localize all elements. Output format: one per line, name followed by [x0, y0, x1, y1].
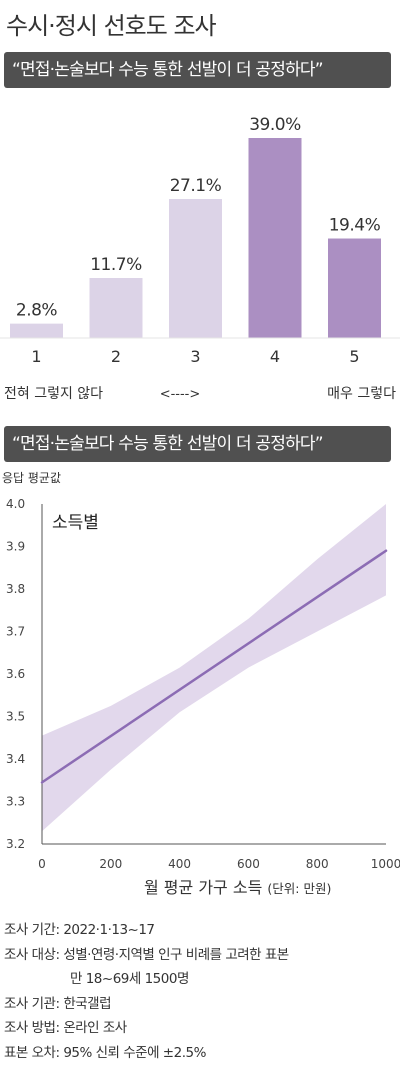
bar-value-label: 19.4% — [329, 216, 381, 236]
bar-3 — [169, 199, 222, 338]
bar-value-label: 39.0% — [249, 115, 301, 135]
y-tick-label: 3.5 — [6, 710, 25, 724]
footer-value: 성별·연령·지역별 인구 비례를 고려한 표본 — [63, 947, 288, 963]
footer-key: 표본 오차: — [4, 1041, 60, 1065]
bar-value-label: 2.8% — [16, 301, 58, 321]
y-tick-label: 3.4 — [6, 752, 25, 766]
footer-row-period: 조사 기간: 2022·1·13~17 — [4, 918, 289, 943]
bar-2 — [90, 278, 143, 338]
footer-row-target: 조사 대상: 성별·연령·지역별 인구 비례를 고려한 표본 — [4, 943, 289, 968]
bar-5 — [328, 239, 381, 338]
scale-label-middle: <----> — [160, 387, 201, 402]
category-label: 5 — [349, 347, 359, 366]
bar-1 — [10, 324, 63, 338]
bar-value-label: 27.1% — [170, 176, 222, 196]
footer-key: 조사 방법: — [4, 1016, 60, 1041]
scale-label-left: 전혀 그렇지 않다 — [4, 386, 103, 402]
trend-line — [42, 551, 386, 783]
footer-row-error: 표본 오차: 95% 신뢰 수준에 ±2.5% — [4, 1041, 289, 1065]
footer-value: 온라인 조사 — [63, 1020, 126, 1036]
y-axis-title: 응답 평균값 — [2, 471, 61, 485]
footer-key: 조사 기간: — [4, 918, 60, 943]
x-tick-label: 600 — [237, 857, 260, 871]
panel-label: 소득별 — [52, 513, 99, 533]
footer-row-target-cont: 만 18~69세 1500명 — [4, 967, 289, 992]
y-tick-label: 3.6 — [6, 667, 25, 681]
footer-value: 한국갤럽 — [63, 996, 111, 1012]
page-title: 수시·정시 선호도 조사 — [6, 6, 216, 41]
y-tick-label: 4.0 — [6, 497, 25, 511]
category-label: 1 — [31, 347, 41, 366]
y-tick-label: 3.8 — [6, 582, 25, 596]
x-tick-label: 200 — [99, 857, 122, 871]
y-tick-label: 3.9 — [6, 540, 25, 554]
y-tick-label: 3.2 — [6, 837, 25, 851]
category-label: 4 — [270, 347, 280, 366]
x-tick-label: 0 — [38, 857, 46, 871]
x-tick-label: 1000 — [371, 857, 400, 871]
category-label: 2 — [111, 347, 121, 366]
footer-row-method: 조사 방법: 온라인 조사 — [4, 1016, 289, 1041]
footer-value: 2022·1·13~17 — [63, 922, 154, 938]
footer-key: 조사 대상: — [4, 943, 60, 968]
survey-info: 조사 기간: 2022·1·13~17 조사 대상: 성별·연령·지역별 인구 … — [4, 918, 289, 1065]
y-tick-label: 3.7 — [6, 625, 25, 639]
bar-chart-title: “면접·논술보다 수능 통한 선발이 더 공정하다” — [4, 52, 391, 88]
x-tick-label: 400 — [168, 857, 191, 871]
scale-label-right: 매우 그렇다 — [327, 386, 396, 402]
category-label: 3 — [190, 347, 200, 366]
footer-key: 조사 기관: — [4, 992, 60, 1017]
x-axis-title: 월 평균 가구 소득 (단위: 만원) — [144, 878, 331, 897]
y-tick-label: 3.3 — [6, 795, 25, 809]
footer-row-org: 조사 기관: 한국갤럽 — [4, 992, 289, 1017]
bar-value-label: 11.7% — [90, 255, 142, 275]
line-chart-title: “면접·논술보다 수능 통한 선발이 더 공정하다” — [4, 426, 391, 462]
bar-chart: 2.8% 1 11.7% 2 27.1% 3 39.0% 4 19.4% 5 전혀 그렇지 않다 <-… — [0, 92, 400, 412]
x-axis-unit: (단위: 만원) — [267, 881, 331, 896]
line-chart: 응답 평균값 4.0 3.9 3.8 3.7 3.6 3.5 3.4 3.3 3.2 0 200 400… — [0, 466, 400, 906]
bar-4 — [249, 138, 302, 338]
x-tick-label: 800 — [306, 857, 329, 871]
